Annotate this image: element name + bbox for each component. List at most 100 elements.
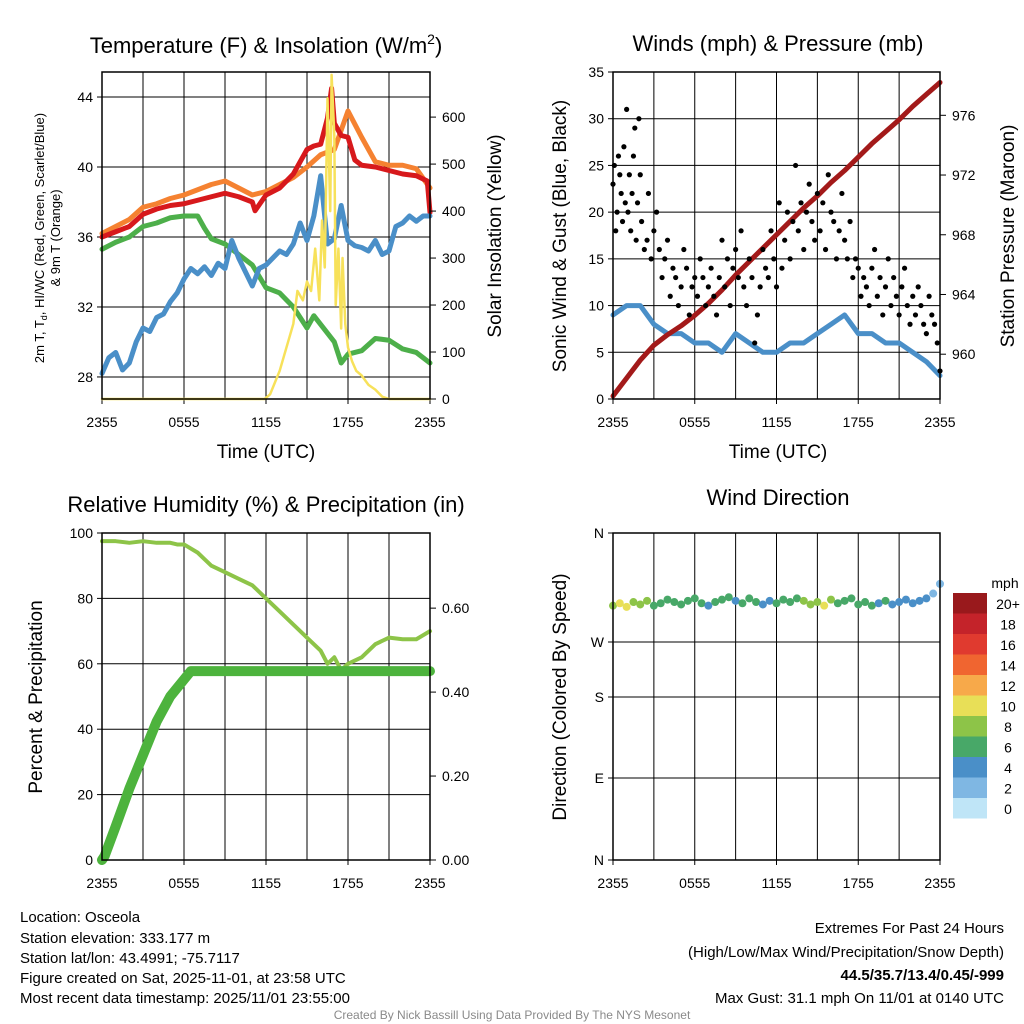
gust-point — [765, 274, 771, 281]
x-tick-label: 1155 — [251, 414, 281, 430]
plot-frame — [612, 71, 941, 400]
direction-point — [922, 594, 931, 603]
gust-point — [626, 172, 632, 178]
gust-point — [615, 153, 622, 159]
extremes-info: Extremes For Past 24 Hours (High/Low/Max… — [688, 920, 1004, 1007]
direction-point — [649, 601, 658, 610]
gust-point — [836, 228, 842, 234]
gust-point — [888, 302, 894, 309]
plot-frame — [101, 71, 431, 400]
direction-point — [827, 595, 835, 604]
y-tick-label: 15 — [588, 251, 604, 267]
gust-point — [708, 265, 714, 271]
y-tick-label: N — [594, 525, 604, 541]
plot-0: 28 32 36 40 44 2355 0555 1155 1755 2355 0 100 200 300… — [77, 71, 466, 430]
direction-point — [670, 598, 679, 607]
y-tick-label: W — [591, 634, 605, 650]
y-tick-label: 25 — [588, 157, 604, 173]
y-tick-label: E — [595, 770, 604, 786]
gust-point — [752, 340, 758, 346]
gust-point — [735, 274, 741, 281]
colorbar-title: mph — [991, 575, 1018, 591]
gust-point — [683, 265, 690, 271]
direction-point — [820, 601, 829, 610]
gust-point — [929, 312, 935, 318]
y-right-tick-label: 0.00 — [442, 852, 469, 868]
y-right-tick-label: 300 — [442, 250, 466, 266]
gust-point — [678, 284, 684, 290]
y-right-tick-label: 100 — [442, 344, 466, 360]
gust-point — [907, 321, 913, 327]
direction-point — [622, 602, 631, 611]
gust-point — [644, 237, 650, 243]
colorbar-swatch — [953, 777, 987, 798]
gust-point — [754, 312, 761, 318]
gust-point — [863, 284, 870, 290]
latlon-text: Station lat/lon: 43.4991; -75.7117 — [20, 950, 240, 967]
gust-point — [820, 200, 826, 206]
colorbar-swatch — [953, 654, 987, 675]
gust-point — [746, 256, 752, 262]
y-right-tick-label: 0.20 — [442, 768, 469, 784]
gust-point — [923, 331, 929, 337]
gust-point — [645, 190, 652, 197]
direction-point — [615, 599, 624, 608]
gust-point — [628, 228, 634, 234]
colorbar-swatch — [953, 675, 987, 696]
x-tick-label: 1755 — [332, 875, 363, 891]
colorbar-label: 20+ — [996, 596, 1020, 612]
gust-point — [617, 172, 623, 178]
gust-point — [901, 265, 908, 271]
colorbar-label: 18 — [1000, 617, 1016, 633]
colorbar-swatch — [953, 736, 987, 757]
gust-point — [636, 116, 642, 122]
gust-point — [904, 302, 910, 309]
gust-point — [664, 237, 671, 243]
x-tick-label: 2355 — [414, 875, 445, 891]
gust-point — [757, 284, 763, 290]
direction-point — [854, 600, 863, 609]
gust-point — [749, 274, 755, 281]
gust-point — [619, 218, 626, 225]
y-axis-label-winds: Sonic Wind & Gust (Blue, Black) — [550, 100, 571, 372]
y-tick-label: 40 — [77, 159, 93, 175]
gust-point — [713, 312, 720, 318]
y-tick-label: 0 — [85, 852, 93, 868]
direction-point — [683, 596, 692, 605]
colorbar-label: 8 — [1004, 719, 1012, 735]
gust-point — [625, 209, 631, 215]
y-right-tick-label: 960 — [952, 346, 976, 362]
direction-point — [656, 599, 665, 608]
gust-point — [842, 237, 848, 243]
direction-point — [738, 599, 747, 608]
direction-point — [663, 595, 672, 604]
gust-point — [633, 237, 639, 243]
gust-point — [776, 200, 782, 206]
gust-point — [719, 237, 725, 243]
gust-point — [768, 228, 774, 234]
series-station-pressure — [610, 79, 943, 399]
gust-point — [651, 228, 657, 234]
colorbar-swatch — [953, 634, 987, 655]
y-tick-label: 30 — [588, 111, 604, 127]
gust-point — [934, 340, 940, 346]
direction-point — [779, 595, 788, 604]
gust-point — [817, 228, 823, 234]
x-tick-label: 2355 — [86, 414, 117, 430]
chart-title-winds: Winds (mph) & Pressure (mb) — [633, 31, 924, 56]
series-td — [99, 213, 433, 366]
y-tick-label: 36 — [77, 229, 93, 245]
gust-point — [825, 172, 831, 178]
colorbar-swatch — [953, 613, 987, 634]
gust-point — [787, 256, 793, 262]
direction-point — [718, 595, 726, 604]
plot-3: N W S E N 2355 0555 1155 1755 2355 — [591, 525, 956, 891]
direction-point — [724, 593, 733, 602]
direction-point — [636, 600, 645, 609]
direction-point — [745, 594, 754, 603]
y-tick-label: 32 — [77, 299, 93, 315]
gust-point — [641, 246, 647, 253]
gust-point — [784, 209, 791, 215]
plot-frame — [101, 532, 431, 861]
gust-point — [614, 209, 620, 215]
